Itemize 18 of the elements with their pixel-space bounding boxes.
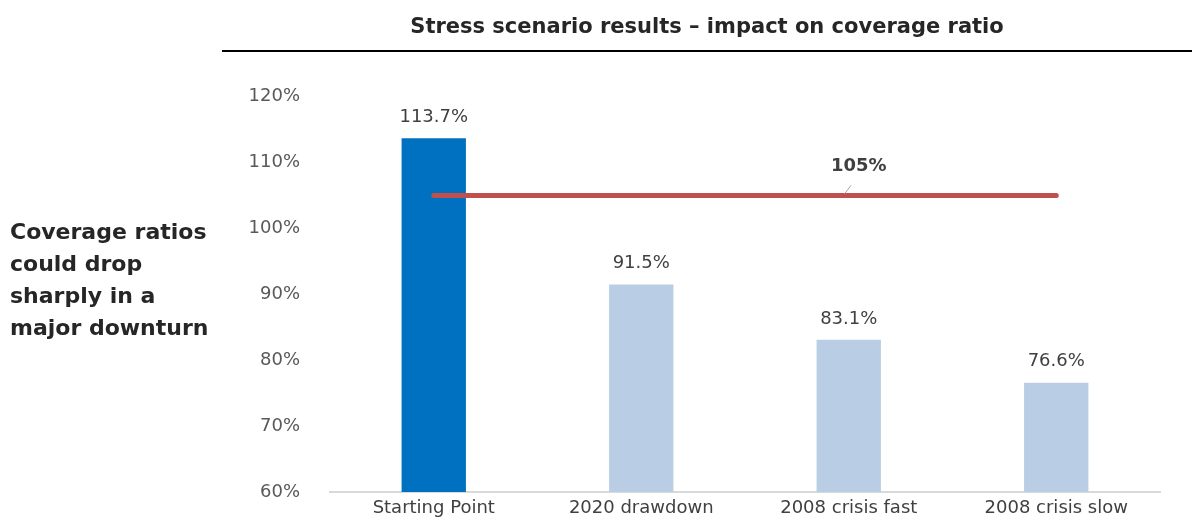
text: Coverage ratios could drop sharply in a major downturn [10, 218, 210, 342]
data-label: 76.6% [1027, 349, 1085, 371]
y-tick-label: 70% [259, 413, 300, 435]
y-tick-label: 60% [259, 479, 300, 501]
y-tick-label: 90% [259, 282, 300, 304]
chart-title: Stress scenario results – impact on coverage ratio [222, 14, 1192, 52]
data-label: 83.1% [820, 306, 878, 328]
x-tick-label: 2020 drawdown [568, 496, 714, 518]
y-tick-label: 80% [259, 347, 300, 369]
x-tick-label: Starting Point [372, 496, 495, 518]
x-tick-label: 2008 crisis fast [780, 496, 918, 518]
ref-line-label: 105% [831, 154, 887, 176]
x-tick-label: 2008 crisis slow [984, 496, 1128, 518]
data-label: 113.7% [399, 104, 469, 126]
y-tick-label: 110% [248, 150, 300, 172]
data-label: 91.5% [612, 251, 670, 273]
y-tick-label: 100% [248, 216, 300, 238]
y-tick-label: 120% [248, 84, 300, 106]
